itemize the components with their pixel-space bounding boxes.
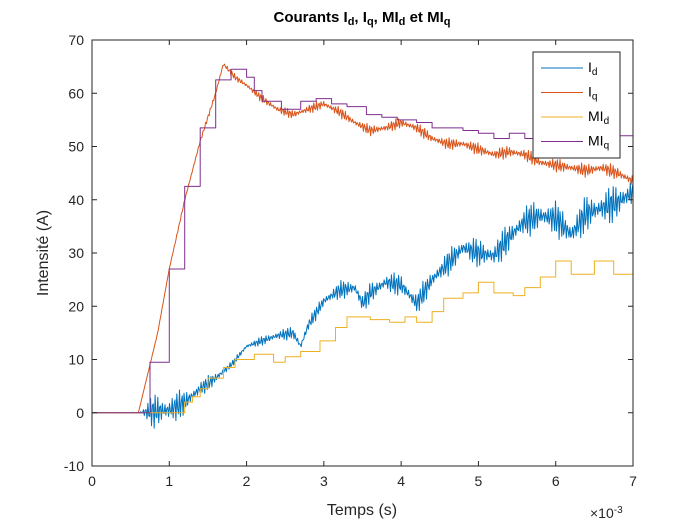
x-tick-label: 4 bbox=[397, 473, 405, 489]
y-tick-label: 50 bbox=[68, 139, 84, 155]
x-tick-label: 3 bbox=[320, 473, 328, 489]
series-line-iq bbox=[92, 63, 634, 414]
y-tick-label: 30 bbox=[68, 245, 84, 261]
x-tick-label: 7 bbox=[629, 473, 637, 489]
legend-label-mid: MId bbox=[588, 108, 609, 127]
series-line-mid bbox=[92, 239, 634, 414]
legend: Id Iq MId MIq bbox=[532, 51, 621, 159]
x-axis-label: Temps (s) bbox=[327, 502, 397, 519]
y-axis-label: Intensité (A) bbox=[35, 210, 52, 296]
series-line-id bbox=[92, 182, 634, 429]
chart-title: Courants Id, Iq, MId et MIq bbox=[274, 9, 451, 28]
y-tick-label: 60 bbox=[68, 85, 84, 101]
y-tick-label: 0 bbox=[76, 405, 84, 421]
x-tick-label: 1 bbox=[165, 473, 173, 489]
legend-label-iq: Iq bbox=[588, 84, 597, 103]
y-tick-label: -10 bbox=[64, 458, 84, 474]
y-tick-label: 10 bbox=[68, 352, 84, 368]
x-tick-label: 0 bbox=[88, 473, 96, 489]
x-tick-label: 5 bbox=[475, 473, 483, 489]
x-tick-label: 6 bbox=[552, 473, 560, 489]
legend-box bbox=[532, 51, 621, 159]
y-tick-label: 70 bbox=[68, 32, 84, 48]
y-tick-label: 20 bbox=[68, 298, 84, 314]
y-tick-label: 40 bbox=[68, 192, 84, 208]
x-axis-exponent: ×10-3 bbox=[590, 505, 623, 522]
legend-label-id: Id bbox=[588, 59, 597, 78]
x-tick-label: 2 bbox=[243, 473, 251, 489]
legend-label-miq: MIq bbox=[588, 133, 609, 152]
